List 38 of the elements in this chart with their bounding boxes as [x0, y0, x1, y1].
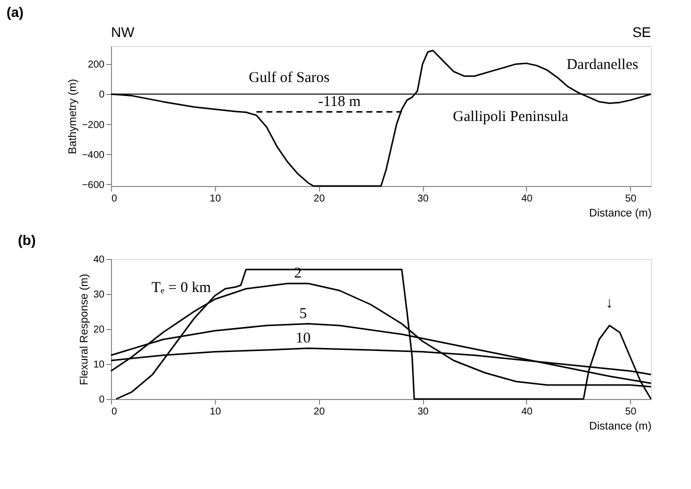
text: NW [111, 24, 136, 40]
x-tick-label: 10 [210, 194, 222, 204]
annotation: 5 [299, 306, 307, 322]
x-tick-label: 40 [521, 406, 533, 418]
y-tick-label: 10 [93, 360, 105, 370]
x-tick-label: 10 [210, 406, 222, 418]
x-tick-label: 40 [521, 194, 533, 204]
x-tick-label: 50 [625, 406, 637, 418]
annotation: 10 [296, 330, 311, 346]
annotation: Dardanelles [566, 57, 638, 74]
chart-title: (b) [18, 232, 36, 248]
y-axis-title: Flexural Response (m) [78, 274, 90, 386]
text: SE [632, 24, 651, 40]
x-tick-label: 50 [625, 194, 637, 204]
x-axis-title: Distance (m) [589, 420, 652, 432]
chart-title: (a) [6, 4, 24, 20]
y-tick-label: 200 [88, 60, 105, 71]
annotation: Gulf of Saros [248, 70, 330, 86]
x-tick-label: 20 [314, 194, 326, 204]
y-tick-label: −200 [82, 120, 105, 131]
annotation: ↓ [606, 295, 614, 312]
y-tick-label: 40 [93, 254, 105, 266]
y-tick-label: 20 [93, 324, 105, 336]
annotation: Gallipoli Peninsula [452, 109, 569, 125]
y-tick-label: −400 [82, 150, 105, 161]
x-tick-label: 0 [112, 194, 118, 204]
x-axis-title: Distance (m) [589, 208, 652, 220]
x-tick-label: 20 [314, 406, 326, 418]
annotation: Tₑ = 0 km [152, 280, 212, 296]
annotation: -118 m [318, 94, 361, 110]
x-tick-label: 30 [417, 406, 430, 418]
x-tick-label: 30 [417, 194, 430, 204]
x-tick-label: 0 [112, 406, 118, 418]
y-axis-title: Bathymetry (m) [66, 78, 79, 154]
y-tick-label: −600 [82, 180, 105, 191]
y-tick-label: 0 [98, 394, 105, 406]
y-tick-label: 0 [98, 90, 105, 101]
y-tick-label: 30 [93, 290, 105, 300]
